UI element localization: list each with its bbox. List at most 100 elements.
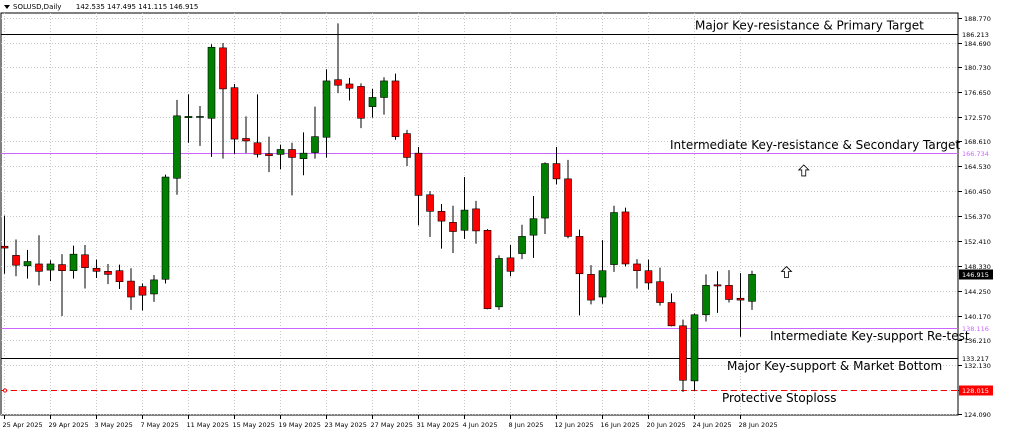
level-price-tag [959, 148, 993, 159]
y-tick-label: 176.650 [964, 89, 991, 97]
y-tick-label: 164.530 [964, 163, 991, 171]
candle-body[interactable] [207, 46, 216, 119]
candle-body[interactable] [288, 149, 296, 158]
candle-body[interactable] [23, 261, 32, 267]
candle-body[interactable] [242, 138, 250, 142]
candle-body[interactable] [115, 270, 124, 283]
x-tick-label: 24 Jun 2025 [693, 421, 732, 429]
candle-body[interactable] [58, 264, 66, 271]
candle-body[interactable] [345, 83, 354, 89]
y-tick-label: 136.210 [964, 337, 991, 345]
candle-body[interactable] [311, 136, 319, 153]
y-tick-label: 148.330 [964, 263, 991, 271]
y-tick-label: 152.410 [964, 238, 991, 246]
candle-body[interactable] [575, 236, 584, 275]
level-price-label: 138.116 [962, 325, 989, 333]
candle-body[interactable] [368, 97, 377, 107]
y-tick-label: 188.770 [964, 15, 991, 23]
symbol-label: SOLUSD,Daily [13, 3, 62, 11]
candle-body[interactable] [667, 302, 676, 327]
up-arrow-icon[interactable] [780, 265, 793, 278]
candle-body[interactable] [598, 270, 607, 298]
candle-body[interactable] [529, 218, 538, 236]
candle-body[interactable] [265, 153, 273, 156]
candle-body[interactable] [138, 286, 147, 296]
candle-body[interactable] [391, 80, 400, 137]
candle-body[interactable] [690, 314, 699, 382]
level-price-tag [959, 29, 993, 40]
candle-body[interactable] [679, 325, 687, 381]
dropdown-triangle-icon[interactable] [4, 5, 10, 9]
candle-body[interactable] [437, 211, 446, 222]
candle-body[interactable] [334, 79, 342, 86]
candle-body[interactable] [495, 258, 503, 308]
candle-body[interactable] [173, 115, 181, 179]
ohlc-values: 142.535 147.495 141.115 146.915 [75, 3, 199, 11]
x-tick-label: 11 May 2025 [187, 421, 229, 429]
candle-body[interactable] [230, 87, 239, 140]
level-price-label: 133.217 [962, 355, 989, 363]
x-tick-label: 25 Apr 2025 [3, 421, 43, 429]
y-tick-label: 180.730 [964, 64, 991, 72]
level-anchor-dot [2, 388, 8, 393]
current-price-label: 146.915 [962, 271, 989, 279]
candle-body[interactable] [184, 116, 193, 118]
level-price-tag [959, 353, 993, 364]
candle-body[interactable] [219, 47, 227, 90]
candle-body[interactable] [656, 281, 664, 303]
candle-body[interactable] [92, 267, 101, 272]
candle-body[interactable] [196, 116, 204, 118]
candle-body[interactable] [414, 152, 423, 196]
candle-body[interactable] [357, 86, 365, 119]
candle-body[interactable] [46, 263, 55, 271]
candle-body[interactable] [472, 208, 480, 232]
candle-body[interactable] [81, 254, 89, 268]
candle-body[interactable] [702, 285, 710, 316]
level-annotation: Major Key-support & Market Bottom [727, 359, 942, 373]
candle-body[interactable] [161, 176, 170, 280]
candle-body[interactable] [426, 194, 434, 212]
candle-body[interactable] [35, 263, 43, 272]
y-tick-label: 132.130 [964, 362, 991, 370]
candle-body[interactable] [380, 80, 388, 98]
candle-body[interactable] [322, 80, 331, 138]
candle-body[interactable] [587, 274, 595, 301]
candle-body[interactable] [69, 253, 78, 271]
candle-body[interactable] [104, 271, 112, 275]
candle-body[interactable] [644, 270, 653, 284]
level-price-tag [959, 385, 993, 396]
y-tick-label: 172.570 [964, 114, 991, 122]
candle-body[interactable] [633, 263, 641, 271]
current-price-tag [959, 269, 993, 280]
candle-body[interactable] [299, 152, 308, 159]
candle-body[interactable] [564, 178, 572, 237]
candle-body[interactable] [483, 229, 492, 309]
candle-body[interactable] [736, 297, 745, 301]
candle-body[interactable] [610, 212, 618, 265]
x-tick-label: 16 Jun 2025 [601, 421, 640, 429]
candle-body[interactable] [541, 163, 549, 219]
candle-body[interactable] [150, 279, 158, 295]
candle-body[interactable] [518, 236, 526, 254]
candle-body[interactable] [127, 280, 135, 298]
candle-body[interactable] [0, 245, 9, 249]
candle-body[interactable] [748, 274, 756, 302]
up-arrow-icon[interactable] [797, 164, 810, 177]
candle-body[interactable] [725, 285, 733, 300]
candle-body[interactable] [460, 209, 469, 231]
candle-body[interactable] [552, 163, 561, 180]
y-tick-label: 144.250 [964, 288, 991, 296]
candle-body[interactable] [449, 222, 457, 232]
candle-body[interactable] [276, 149, 285, 155]
x-tick-label: 3 May 2025 [95, 421, 133, 429]
candle-body[interactable] [713, 284, 722, 287]
candle-body[interactable] [621, 211, 630, 265]
candle-body[interactable] [506, 257, 515, 272]
x-tick-label: 15 May 2025 [233, 421, 275, 429]
x-tick-label: 20 Jun 2025 [647, 421, 686, 429]
candle-body[interactable] [12, 255, 20, 266]
candle-body[interactable] [403, 133, 411, 158]
candle-body[interactable] [253, 142, 262, 155]
